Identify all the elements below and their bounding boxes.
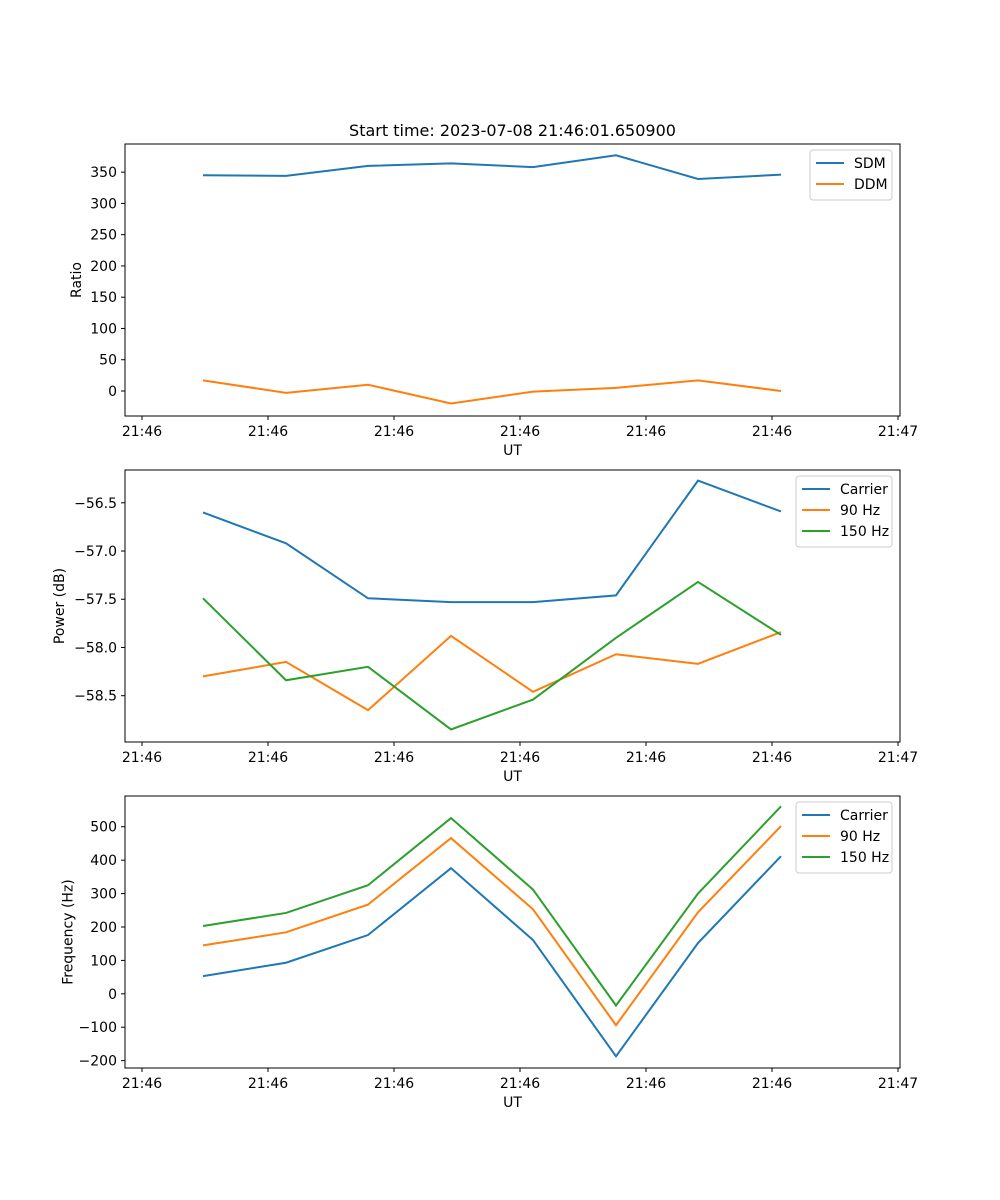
y-tick-label: −58.5: [74, 689, 117, 705]
x-tick-label: 21:46: [248, 1076, 288, 1092]
x-tick-label: 21:46: [374, 1076, 414, 1092]
x-tick-label: 21:47: [878, 750, 918, 766]
x-tick-label: 21:46: [752, 750, 792, 766]
legend: [795, 801, 893, 874]
series-line-sdm: [202, 154, 782, 181]
legend-label: Carrier: [840, 482, 888, 498]
series-line-150-hz: [202, 580, 782, 731]
y-tick-label: −57.5: [74, 592, 117, 608]
legend-label: 90 Hz: [840, 829, 880, 845]
y-tick-label: −58.0: [74, 640, 117, 656]
x-tick-label: 21:46: [122, 1076, 162, 1092]
legend-label: Carrier: [840, 808, 888, 824]
legend-label: 90 Hz: [840, 503, 880, 519]
x-tick-label: 21:46: [626, 424, 666, 440]
x-tick-label: 21:47: [878, 424, 918, 440]
y-tick-label: −200: [79, 1054, 117, 1070]
series-line-carrier: [202, 479, 782, 604]
x-tick-label: 21:46: [122, 424, 162, 440]
y-axis-label: Ratio: [69, 262, 85, 298]
x-tick-label: 21:46: [626, 750, 666, 766]
x-axis-label: UT: [503, 769, 522, 785]
x-tick-label: 21:47: [878, 1076, 918, 1092]
chart-panel-3: 21:46 21:46 21:46 21:46 21:46 21:46 21:47 UT −20…: [61, 795, 918, 1111]
y-tick-label: 300: [90, 196, 117, 212]
x-tick-label: 21:46: [752, 1076, 792, 1092]
legend-label: DDM: [854, 177, 888, 193]
series-line-150-hz: [202, 805, 782, 1008]
x-tick-label: 21:46: [500, 424, 540, 440]
y-tick-label: −57.0: [74, 544, 117, 560]
y-tick-label: 500: [90, 820, 117, 836]
y-tick-label: 0: [108, 384, 117, 400]
y-tick-label: 0: [108, 987, 117, 1003]
legend-label: SDM: [854, 156, 886, 172]
series-line-ddm: [202, 379, 782, 405]
axes-frame: [124, 795, 901, 1069]
legend: [795, 475, 893, 548]
x-tick-label: 21:46: [374, 424, 414, 440]
legend-label: 150 Hz: [840, 850, 889, 866]
chart-panel-2: 21:46 21:46 21:46 21:46 21:46 21:46 21:47 UT −56…: [52, 469, 918, 785]
chart-title: Start time: 2023-07-08 21:46:01.650900: [349, 121, 676, 140]
legend-label: 150 Hz: [840, 524, 889, 540]
y-tick-label: 150: [90, 290, 117, 306]
axes-frame: [124, 469, 901, 743]
y-tick-label: −56.5: [74, 496, 117, 512]
x-tick-label: 21:46: [752, 424, 792, 440]
y-tick-label: 400: [90, 853, 117, 869]
y-tick-label: 100: [90, 321, 117, 337]
series-line-90-hz: [202, 631, 782, 712]
series-line-carrier: [202, 855, 782, 1059]
x-tick-label: 21:46: [500, 1076, 540, 1092]
y-tick-label: 100: [90, 953, 117, 969]
x-tick-label: 21:46: [248, 750, 288, 766]
y-tick-label: 200: [90, 920, 117, 936]
y-axis-label: Frequency (Hz): [61, 879, 77, 985]
x-tick-label: 21:46: [248, 424, 288, 440]
x-tick-label: 21:46: [374, 750, 414, 766]
chart-panel-1: Start time: 2023-07-08 21:46:01.650900 21…: [69, 121, 918, 459]
series-line-90-hz: [202, 825, 782, 1027]
x-axis-label: UT: [503, 1095, 522, 1111]
y-tick-label: −100: [79, 1020, 117, 1036]
y-tick-label: 350: [90, 165, 117, 181]
x-tick-label: 21:46: [500, 750, 540, 766]
y-axis-label: Power (dB): [52, 568, 68, 644]
y-tick-label: 50: [99, 353, 117, 369]
x-tick-label: 21:46: [122, 750, 162, 766]
axes-frame: [124, 143, 901, 417]
y-tick-label: 200: [90, 259, 117, 275]
y-tick-label: 300: [90, 887, 117, 903]
y-tick-label: 250: [90, 228, 117, 244]
x-axis-label: UT: [503, 443, 522, 459]
x-tick-label: 21:46: [626, 1076, 666, 1092]
